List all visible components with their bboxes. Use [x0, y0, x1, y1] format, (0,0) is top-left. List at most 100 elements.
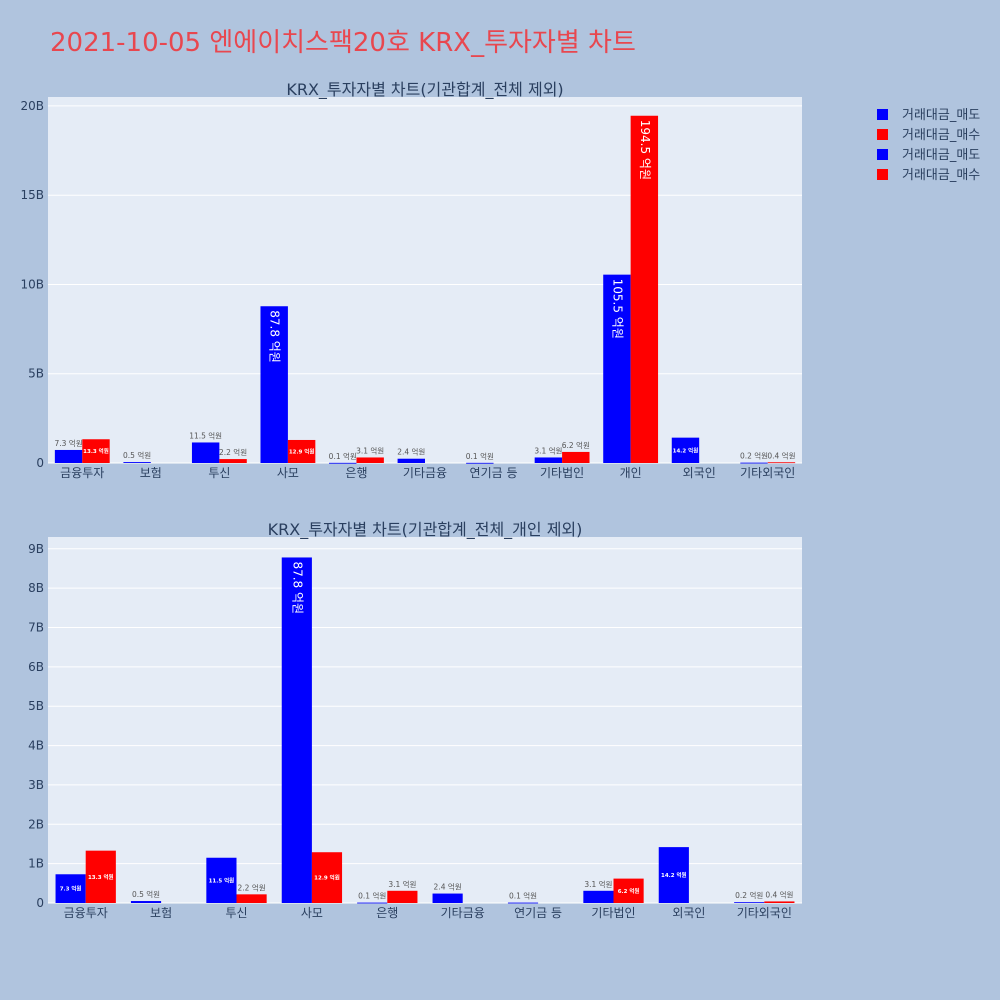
y-tick-label: 0: [36, 896, 44, 910]
bar-sell: [671, 437, 700, 463]
bar-value-label: 0.5 억원: [132, 890, 160, 899]
bar-sell: [329, 462, 357, 464]
bar-sell: [507, 902, 539, 904]
y-tick-label: 20B: [20, 99, 44, 113]
bar-buy: [767, 462, 796, 464]
x-tick-label: 기타금융: [403, 466, 447, 480]
bar-value-label: 12.9 억원: [314, 874, 340, 882]
y-tick-label: 10B: [20, 277, 44, 291]
bar-sell: [281, 557, 312, 903]
bar-sell: [466, 462, 494, 464]
x-tick-label: 기타외국인: [737, 906, 792, 920]
bar-value-label: 7.3 억원: [55, 439, 83, 448]
bar-value-label: 0.2 억원: [740, 452, 768, 461]
bar-buy: [562, 451, 590, 463]
bar-value-label: 105.5 억원: [610, 279, 624, 339]
bar-value-label: 87.8 억원: [268, 310, 282, 363]
bar-buy: [287, 439, 316, 463]
legend-swatch: [877, 149, 888, 160]
x-tick-label: 투신: [208, 466, 230, 480]
bar-buy: [387, 890, 418, 903]
bar-sell: [740, 462, 768, 464]
legend-label: 거래대금_매수: [902, 128, 980, 143]
bar-value-label: 0.4 억원: [767, 451, 795, 460]
legend-label: 거래대금_매도: [902, 108, 980, 123]
y-tick-label: 5B: [28, 699, 44, 713]
y-tick-label: 9B: [28, 542, 44, 556]
bar-buy: [764, 901, 795, 903]
bar-sell: [603, 274, 631, 463]
bar-sell: [534, 457, 563, 463]
x-tick-label: 연기금 등: [514, 906, 562, 920]
bar-value-label: 6.2 억원: [562, 441, 590, 450]
legend-swatch: [877, 129, 888, 140]
bar-value-label: 14.2 억원: [673, 446, 699, 454]
bar-buy: [613, 878, 644, 903]
bar-buy: [85, 850, 116, 903]
bar-value-label: 3.1 억원: [534, 446, 562, 455]
x-tick-label: 기타외국인: [740, 466, 795, 480]
legend-label: 거래대금_매수: [902, 168, 980, 183]
bar-value-label: 2.4 억원: [397, 448, 425, 457]
bar-buy: [356, 457, 384, 463]
x-tick-label: 연기금 등: [470, 466, 518, 480]
bar-value-label: 11.5 억원: [189, 431, 222, 440]
x-tick-label: 사모: [301, 906, 323, 920]
bar-sell: [260, 306, 288, 463]
bar-value-label: 12.9 억원: [289, 447, 315, 455]
chart-bottom: 0 1B 2B 3B 4B 5B 6B 7B 8B 9B KRX_투자자별 차트(기관합계_전체_개…: [28, 520, 802, 920]
bar-buy: [236, 894, 267, 903]
x-tick-label: 투신: [225, 906, 247, 920]
bar-value-label: 0.5 억원: [123, 451, 151, 460]
bar-value-label: 0.1 억원: [509, 892, 537, 901]
plot-area: [48, 537, 802, 903]
bar-value-label: 2.4 억원: [434, 883, 462, 892]
y-tick-label: 5B: [28, 367, 44, 381]
x-tick-label: 외국인: [672, 906, 705, 920]
x-tick-label: 기타법인: [591, 906, 635, 920]
y-tick-label: 4B: [28, 739, 44, 753]
bar-buy: [82, 439, 110, 463]
x-tick-label: 금융투자: [64, 906, 108, 920]
bar-value-label: 3.1 억원: [356, 446, 384, 455]
y-tick-label: 15B: [20, 188, 44, 202]
legend-swatch: [877, 109, 888, 120]
bar-buy: [630, 115, 659, 463]
bar-sell: [123, 462, 151, 463]
page-title: 2021-10-05 엔에이치스팩20호 KRX_투자자별 차트: [50, 28, 636, 58]
x-tick-label: 기타금융: [441, 906, 485, 920]
bar-sell: [206, 857, 237, 903]
x-tick-label: 금융투자: [60, 466, 104, 480]
bar-sell: [432, 893, 463, 903]
x-tick-label: 은행: [345, 465, 367, 480]
bar-sell: [55, 874, 86, 903]
chart-title: KRX_투자자별 차트(기관합계_전체_개인 제외): [268, 520, 583, 540]
y-tick-label: 1B: [28, 857, 44, 871]
bar-value-label: 6.2 억원: [618, 887, 640, 895]
y-tick-label: 7B: [28, 621, 44, 635]
bar-sell: [130, 901, 162, 903]
legend-label: 거래대금_매도: [902, 148, 980, 163]
chart-title: KRX_투자자별 차트(기관합계_전체 제외): [286, 80, 563, 100]
bar-value-label: 0.1 억원: [358, 892, 386, 901]
x-tick-label: 외국인: [683, 466, 716, 480]
bar-value-label: 194.5 억원: [638, 120, 652, 180]
bar-sell: [191, 442, 220, 463]
bar-sell: [54, 449, 83, 463]
bar-value-label: 14.2 억원: [661, 871, 687, 879]
bar-sell: [397, 458, 425, 463]
bar-value-label: 11.5 억원: [209, 876, 235, 884]
bar-value-label: 0.1 억원: [329, 452, 357, 461]
bar-value-label: 3.1 억원: [584, 880, 612, 889]
bar-value-label: 2.2 억원: [219, 448, 247, 457]
bar-buy: [311, 852, 343, 903]
bar-sell: [583, 890, 614, 903]
bar-sell: [658, 847, 689, 903]
bar-value-label: 7.3 억원: [60, 885, 82, 893]
bar-value-label: 2.2 억원: [238, 883, 266, 892]
bar-value-label: 87.8 억원: [290, 561, 304, 614]
chart-top: 0 5B 10B 15B 20B KRX_투자자별 차트(기관합계_전체 제외) 금융투자 7…: [20, 80, 802, 480]
bar-value-label: 0.1 억원: [466, 452, 494, 461]
